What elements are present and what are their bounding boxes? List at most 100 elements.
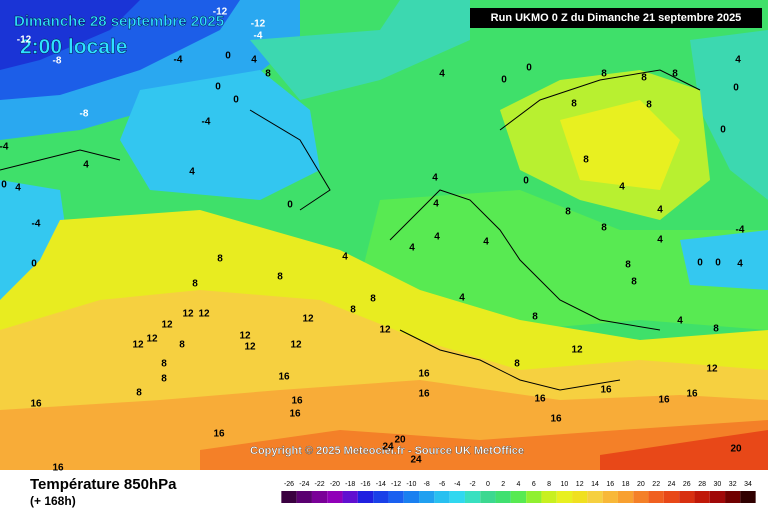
legend-swatch — [541, 491, 557, 503]
contour-label: 4 — [433, 199, 439, 210]
contour-label: 16 — [52, 463, 64, 474]
run-label: Run UKMO 0 Z du Dimanche 21 septembre 20… — [491, 12, 742, 24]
contour-label: 8 — [625, 260, 631, 271]
legend-swatch — [526, 491, 542, 503]
contour-label: 8 — [161, 359, 167, 370]
temp-zone — [360, 190, 768, 330]
contour-label: 12 — [379, 325, 391, 336]
contour-label: 4 — [189, 167, 195, 178]
contour-label: 12 — [161, 320, 173, 331]
temp-zone — [690, 30, 768, 200]
variable-label: Température 850hPa — [30, 476, 177, 493]
contour-label: 12 — [182, 309, 194, 320]
temp-zone — [680, 230, 768, 290]
contour-label: 4 — [657, 205, 663, 216]
legend-tick-label: 26 — [683, 481, 691, 488]
legend-tick-label: -22 — [315, 481, 325, 488]
contour-label: -12 — [251, 19, 266, 30]
contour-label: 20 — [730, 444, 742, 455]
contour-label: 8 — [672, 69, 678, 80]
contour-label: 0 — [697, 258, 703, 269]
contour-label: 12 — [239, 331, 251, 342]
legend-swatch — [388, 491, 404, 503]
contour-label: 24 — [410, 455, 422, 466]
contour-label: 16 — [213, 429, 225, 440]
contour-label: 12 — [132, 340, 144, 351]
contour-label: 0 — [501, 75, 507, 86]
contour-label: 8 — [179, 340, 185, 351]
legend-swatch — [617, 491, 634, 503]
contour-label: 8 — [161, 374, 167, 385]
contour-label: 8 — [350, 305, 356, 316]
legend-swatch — [281, 491, 297, 503]
contour-label: 16 — [686, 389, 698, 400]
legend-tick-label: 12 — [576, 481, 584, 488]
contour-label: 0 — [733, 83, 739, 94]
contour-label: 8 — [713, 324, 719, 335]
legend-tick-label: -26 — [284, 481, 294, 488]
contour-label: 0 — [720, 125, 726, 136]
legend-tick-label: 8 — [547, 481, 551, 488]
legend-swatch — [740, 491, 756, 503]
contour-label: 16 — [278, 372, 290, 383]
temp-zone — [560, 100, 680, 190]
legend-swatch — [357, 491, 374, 503]
contour-label: 0 — [215, 82, 221, 93]
contour-label: 8 — [277, 272, 283, 283]
lead-time: (+ 168h) — [30, 494, 76, 508]
contour-label: 12 — [706, 364, 718, 375]
contour-label: 8 — [136, 388, 142, 399]
contour-label: 8 — [265, 69, 271, 80]
legend-swatch — [633, 491, 649, 503]
legend-swatch — [663, 491, 680, 503]
date-title: Dimanche 28 septembre 2025 — [14, 13, 224, 30]
contour-label: 4 — [619, 182, 625, 193]
legend-swatch — [556, 491, 573, 503]
legend-tick-label: 30 — [714, 481, 722, 488]
contour-label: 24 — [382, 442, 394, 453]
contour-label: 8 — [192, 279, 198, 290]
legend-swatch — [327, 491, 343, 503]
legend-swatch — [449, 491, 465, 503]
contour-label: 8 — [571, 99, 577, 110]
legend-tick-label: 10 — [561, 481, 569, 488]
contour-label: 4 — [657, 235, 663, 246]
legend-tick-label: 18 — [622, 481, 630, 488]
time-label: 2:00 locale — [20, 36, 127, 59]
legend-tick-label: -12 — [391, 481, 401, 488]
contour-label: 8 — [565, 207, 571, 218]
contour-label: -12 — [17, 35, 32, 46]
coastline — [0, 69, 701, 391]
legend-swatch — [296, 491, 312, 503]
contour-label: 12 — [198, 309, 210, 320]
contour-label: 8 — [646, 100, 652, 111]
contour-label: 4 — [735, 55, 741, 66]
legend-swatch — [311, 491, 328, 503]
legend-swatch — [480, 491, 496, 503]
contour-label: 16 — [550, 414, 562, 425]
legend-swatch — [709, 491, 726, 503]
temp-zone — [250, 0, 470, 100]
legend-tick-label: 22 — [652, 481, 660, 488]
contour-label: 4 — [439, 69, 445, 80]
contour-label: 8 — [601, 223, 607, 234]
contour-label: 0 — [1, 180, 7, 191]
temp-zone — [0, 0, 140, 70]
legend-swatch — [602, 491, 618, 503]
contour-label: 0 — [526, 63, 532, 74]
legend-swatch — [434, 491, 450, 503]
contour-label: 8 — [583, 155, 589, 166]
contour-label: 16 — [534, 394, 546, 405]
legend-swatch — [587, 491, 603, 503]
contour-label: 8 — [370, 294, 376, 305]
legend-swatch — [694, 491, 710, 503]
contour-label: -4 — [32, 219, 41, 230]
legend-tick-label: -10 — [406, 481, 416, 488]
contour-label: 12 — [302, 314, 314, 325]
contour-label: 0 — [287, 200, 293, 211]
legend-swatch — [342, 491, 358, 503]
legend-tick-label: -18 — [345, 481, 355, 488]
contour-label: 12 — [244, 342, 256, 353]
